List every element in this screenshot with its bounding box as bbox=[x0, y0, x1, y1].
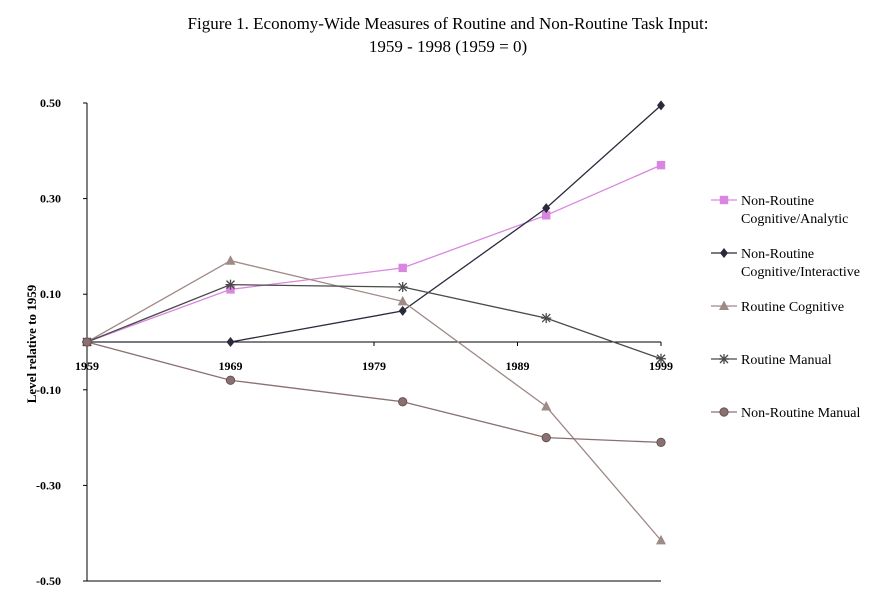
legend-marker bbox=[719, 407, 729, 417]
y-tick-label: -0.50 bbox=[36, 574, 61, 588]
legend-entry: Non-Routine Manual bbox=[711, 406, 860, 421]
legend-entry: Non-Routine Cognitive/Interactive bbox=[711, 247, 860, 280]
series-non-routine-cognitive-interactive bbox=[83, 100, 665, 347]
data-point bbox=[656, 160, 666, 170]
data-point bbox=[542, 211, 551, 220]
legend-label: Non-Routine Manual bbox=[741, 406, 860, 421]
legend-marker bbox=[719, 195, 729, 205]
data-point bbox=[225, 255, 236, 265]
data-point bbox=[82, 337, 92, 347]
x-tick-label: 1989 bbox=[506, 359, 530, 373]
data-point bbox=[656, 534, 666, 545]
data-point bbox=[541, 401, 552, 411]
data-point bbox=[398, 397, 408, 407]
legend-label: Non-Routine bbox=[741, 247, 814, 262]
data-point bbox=[398, 305, 407, 316]
data-point bbox=[657, 100, 665, 111]
data-point bbox=[226, 337, 235, 347]
legend-entry: Non-Routine Cognitive/Analytic bbox=[711, 194, 848, 227]
data-point bbox=[541, 432, 551, 443]
y-tick-label: 0.50 bbox=[40, 96, 61, 110]
legend-marker bbox=[720, 248, 728, 258]
legend-label: Routine Manual bbox=[741, 353, 832, 368]
x-tick-label: 1999 bbox=[649, 359, 673, 373]
legend-marker bbox=[719, 354, 729, 364]
chart-title-line-2: 1959 - 1998 (1959 = 0) bbox=[368, 37, 528, 56]
series-line bbox=[86, 341, 662, 444]
series-line bbox=[87, 104, 662, 343]
data-point bbox=[656, 353, 666, 364]
y-axis-label: Level relative to 1959 bbox=[24, 284, 39, 403]
data-point bbox=[225, 279, 236, 290]
series-routine-cognitive bbox=[82, 255, 666, 545]
y-tick-label: -0.30 bbox=[36, 478, 61, 492]
series-line bbox=[86, 283, 662, 360]
legend-label: Cognitive/Analytic bbox=[741, 212, 848, 227]
legend-label: Non-Routine bbox=[741, 194, 814, 209]
series-non-routine-cognitive-analytic bbox=[82, 160, 666, 347]
data-point bbox=[398, 263, 407, 273]
x-tick-label: 1979 bbox=[362, 359, 386, 373]
x-tick-label: 1969 bbox=[219, 359, 243, 373]
chart-title-line-1: Figure 1. Economy-Wide Measures of Routi… bbox=[187, 14, 709, 33]
y-tick-label: 0.30 bbox=[40, 192, 61, 206]
legend-entry: Routine Manual bbox=[711, 353, 832, 368]
y-tick-label: 0.10 bbox=[40, 287, 61, 301]
series-line bbox=[86, 260, 662, 541]
data-point bbox=[542, 203, 551, 214]
data-point bbox=[397, 282, 408, 293]
data-point bbox=[225, 375, 236, 385]
y-tick-label: -0.10 bbox=[36, 383, 61, 397]
legend-label: Cognitive/Interactive bbox=[741, 265, 860, 280]
series-routine-manual bbox=[82, 279, 666, 364]
legend-marker bbox=[719, 300, 729, 310]
x-tick-label: 1959 bbox=[75, 359, 99, 373]
data-point bbox=[397, 295, 408, 306]
legend-label: Routine Cognitive bbox=[741, 300, 844, 315]
series-non-routine-manual bbox=[82, 337, 666, 447]
data-point bbox=[656, 437, 666, 447]
data-point bbox=[541, 313, 552, 324]
legend-entry: Routine Cognitive bbox=[711, 300, 844, 315]
